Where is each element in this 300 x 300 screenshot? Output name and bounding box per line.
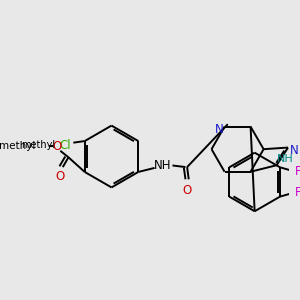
Text: O: O	[56, 170, 65, 183]
Text: NH: NH	[154, 159, 172, 172]
Text: NH: NH	[276, 154, 293, 164]
Text: Cl: Cl	[59, 140, 71, 152]
Text: methyl: methyl	[21, 140, 56, 150]
Text: N: N	[290, 144, 299, 157]
Text: F: F	[295, 186, 300, 199]
Text: O: O	[182, 184, 192, 197]
Text: F: F	[295, 165, 300, 178]
Text: methyl: methyl	[0, 141, 35, 151]
Text: O: O	[52, 140, 62, 153]
Text: N: N	[215, 123, 224, 136]
